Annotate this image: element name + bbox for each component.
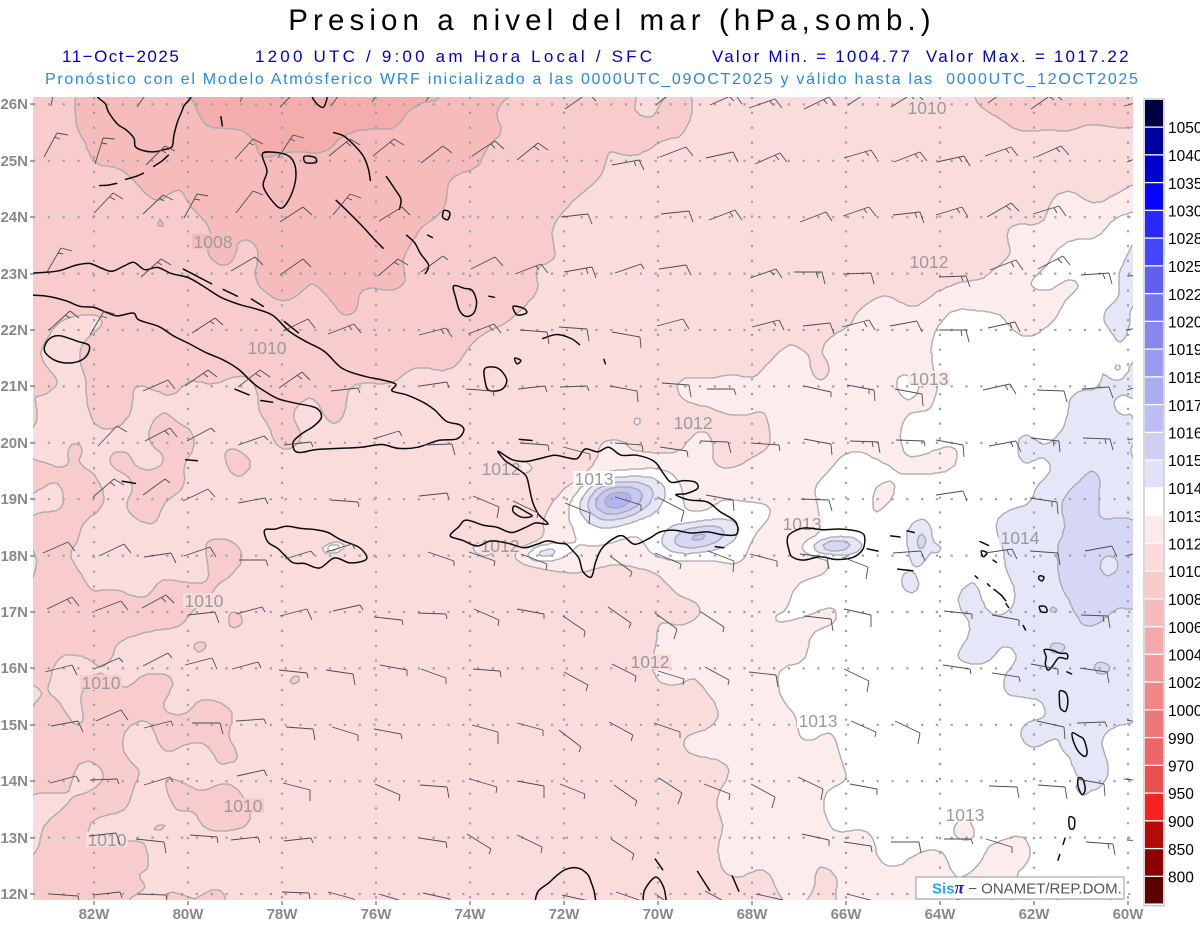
svg-text:74W: 74W <box>455 906 487 923</box>
svg-text:1015: 1015 <box>1168 453 1200 470</box>
svg-text:800: 800 <box>1168 870 1194 887</box>
svg-text:850: 850 <box>1168 842 1194 859</box>
svg-text:80W: 80W <box>173 906 205 923</box>
svg-text:1000: 1000 <box>1168 703 1200 720</box>
svg-text:1035: 1035 <box>1168 176 1200 193</box>
svg-text:1012: 1012 <box>910 252 949 272</box>
svg-text:970: 970 <box>1168 759 1194 776</box>
svg-text:950: 950 <box>1168 786 1194 803</box>
svg-text:1012: 1012 <box>631 652 670 672</box>
svg-text:70W: 70W <box>643 906 675 923</box>
svg-text:11−Oct−2025: 11−Oct−2025 <box>62 47 180 66</box>
svg-text:1019: 1019 <box>1168 342 1200 359</box>
svg-text:1010: 1010 <box>908 98 947 118</box>
svg-text:1028: 1028 <box>1168 231 1200 248</box>
svg-text:1008: 1008 <box>1168 592 1200 609</box>
svg-text:13N: 13N <box>0 830 28 847</box>
svg-text:1012: 1012 <box>1168 537 1200 554</box>
svg-text:1010: 1010 <box>185 591 224 611</box>
svg-text:1004: 1004 <box>1168 648 1200 665</box>
svg-text:72W: 72W <box>549 906 581 923</box>
svg-text:1200 UTC / 9:00 am Hora Local: 1200 UTC / 9:00 am Hora Local / SFC <box>255 47 655 66</box>
svg-text:1020: 1020 <box>1168 315 1200 332</box>
svg-text:66W: 66W <box>831 906 863 923</box>
svg-text:1050: 1050 <box>1168 120 1200 137</box>
svg-text:1006: 1006 <box>1168 620 1200 637</box>
svg-text:1002: 1002 <box>1168 675 1200 692</box>
svg-text:1010: 1010 <box>1168 564 1200 581</box>
svg-text:1013: 1013 <box>575 469 614 489</box>
svg-text:24N: 24N <box>0 209 28 226</box>
svg-text:Pronóstico con el Modelo Atmós: Pronóstico con el Modelo Atmósferico WRF… <box>45 71 1140 88</box>
svg-text:1030: 1030 <box>1168 204 1200 221</box>
svg-text:1013: 1013 <box>910 369 949 389</box>
svg-text:1018: 1018 <box>1168 370 1200 387</box>
svg-text:60W: 60W <box>1113 906 1145 923</box>
svg-text:1014: 1014 <box>1001 528 1040 548</box>
svg-text:1017: 1017 <box>1168 398 1200 415</box>
svg-text:20N: 20N <box>0 435 28 452</box>
svg-text:68W: 68W <box>737 906 769 923</box>
svg-text:1013: 1013 <box>783 514 822 534</box>
svg-text:18N: 18N <box>0 548 28 565</box>
svg-text:900: 900 <box>1168 814 1194 831</box>
svg-text:1013: 1013 <box>1168 509 1200 526</box>
svg-text:14N: 14N <box>0 773 28 790</box>
svg-text:1012: 1012 <box>481 536 520 556</box>
svg-text:64W: 64W <box>925 906 957 923</box>
svg-text:78W: 78W <box>267 906 299 923</box>
svg-text:1013: 1013 <box>799 711 838 731</box>
svg-text:1010: 1010 <box>82 673 121 693</box>
svg-text:19N: 19N <box>0 491 28 508</box>
svg-text:76W: 76W <box>361 906 393 923</box>
svg-text:17N: 17N <box>0 604 28 621</box>
svg-text:1016: 1016 <box>1168 426 1200 443</box>
svg-text:1014: 1014 <box>1168 481 1200 498</box>
svg-text:Valor Min. = 1004.77 Valor Ma: Valor Min. = 1004.77 Valor Max. = 1017.2… <box>712 47 1131 66</box>
svg-text:1025: 1025 <box>1168 259 1200 276</box>
svg-text:990: 990 <box>1168 731 1194 748</box>
svg-text:22N: 22N <box>0 322 28 339</box>
svg-text:15N: 15N <box>0 717 28 734</box>
svg-text:1010: 1010 <box>88 830 127 850</box>
svg-text:1010: 1010 <box>248 338 287 358</box>
svg-text:Presion a nivel del mar (hPa,s: Presion a nivel del mar (hPa,somb.) <box>288 4 935 37</box>
svg-text:1012: 1012 <box>674 413 713 433</box>
svg-text:1012: 1012 <box>482 459 521 479</box>
svg-text:1010: 1010 <box>224 796 263 816</box>
svg-text:62W: 62W <box>1019 906 1051 923</box>
svg-text:1008: 1008 <box>194 232 233 252</box>
svg-text:1022: 1022 <box>1168 287 1200 304</box>
svg-text:23N: 23N <box>0 266 28 283</box>
svg-text:26N: 26N <box>0 96 28 113</box>
svg-text:Sisπ − ONAMET/REP.DOM.: Sisπ − ONAMET/REP.DOM. <box>932 878 1122 898</box>
svg-text:12N: 12N <box>0 886 28 903</box>
svg-text:16N: 16N <box>0 660 28 677</box>
svg-text:25N: 25N <box>0 153 28 170</box>
svg-text:21N: 21N <box>0 378 28 395</box>
svg-text:1040: 1040 <box>1168 148 1200 165</box>
svg-text:1013: 1013 <box>946 805 985 825</box>
svg-text:82W: 82W <box>79 906 111 923</box>
